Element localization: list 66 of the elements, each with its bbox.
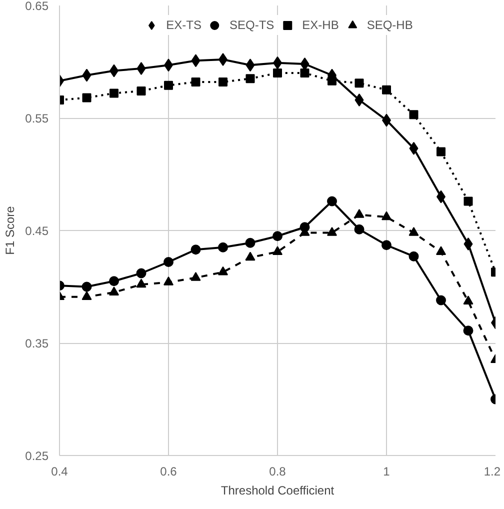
legend-label: SEQ-TS: [229, 18, 274, 32]
point: [191, 78, 200, 86]
point: [463, 326, 474, 336]
point: [136, 278, 146, 288]
point: [382, 211, 392, 220]
point: [218, 266, 228, 276]
point: [82, 291, 92, 300]
point: [272, 246, 282, 255]
point: [354, 224, 364, 234]
y-tick-label: 0.45: [25, 224, 49, 238]
point: [273, 68, 282, 78]
point: [245, 252, 256, 261]
point: [164, 80, 173, 90]
x-tick-label: 0.6: [160, 464, 178, 478]
point: [327, 227, 337, 236]
point: [82, 68, 92, 82]
point: [354, 209, 364, 218]
legend-label: EX-TS: [166, 18, 202, 32]
point: [246, 58, 255, 72]
point: [218, 242, 228, 252]
point: [409, 110, 418, 120]
point: [436, 147, 446, 156]
point: [464, 238, 473, 250]
legend-label: EX-HB: [302, 18, 339, 32]
point: [382, 240, 392, 250]
point: [327, 196, 337, 206]
x-tick-label: 0.4: [51, 464, 68, 478]
point: [246, 74, 255, 84]
x-tick-label: 1.2: [484, 464, 501, 478]
y-tick-label: 0.35: [25, 336, 49, 350]
point: [136, 268, 146, 278]
point: [190, 272, 201, 281]
point: [164, 276, 174, 286]
y-tick-label: 0.65: [25, 0, 49, 13]
point: [136, 86, 146, 96]
point: [300, 68, 310, 78]
point: [110, 88, 118, 98]
point: [328, 76, 336, 86]
x-tick-label: 0.8: [269, 464, 286, 478]
point: [164, 257, 174, 267]
point: [218, 78, 228, 86]
point: [191, 54, 200, 68]
x-axis-title: Threshold Coefficient: [220, 484, 335, 498]
point: [136, 62, 146, 75]
point: [464, 196, 473, 206]
point: [409, 142, 418, 155]
point: [436, 295, 446, 306]
legend-label: SEQ-HB: [366, 18, 413, 32]
point: [82, 282, 92, 292]
point: [354, 78, 364, 88]
y-tick-label: 0.55: [25, 112, 49, 126]
point: [82, 93, 92, 102]
point: [463, 296, 474, 304]
point: [245, 238, 256, 248]
point: [109, 286, 119, 296]
point: [190, 244, 201, 255]
y-tick-label: 0.25: [25, 449, 49, 463]
x-tick-label: 1: [383, 464, 390, 478]
y-axis-title: F1 Score: [3, 206, 18, 255]
point: [408, 251, 419, 262]
point: [272, 231, 282, 242]
point: [354, 94, 364, 106]
point: [382, 85, 391, 94]
point: [408, 227, 419, 236]
point: [109, 276, 119, 286]
point: [436, 246, 446, 255]
